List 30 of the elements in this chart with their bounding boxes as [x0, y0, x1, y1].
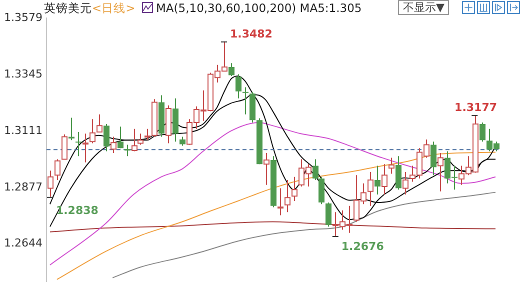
y-tick-label: 1.3111 — [4, 124, 42, 137]
annotation: 1.2676 — [341, 240, 384, 253]
text: MA(5,10,30,60,100,200) MA5:1.305 — [156, 1, 362, 15]
y-tick-label: 1.2644 — [4, 236, 42, 250]
chart-subtitle: <日线> — [92, 1, 136, 15]
candlestick — [312, 158, 318, 180]
candlestick — [374, 165, 380, 195]
candlestick — [396, 156, 402, 190]
candlestick — [76, 131, 82, 157]
text: 不显示▼ — [398, 0, 450, 15]
y-tick-label: 1.3345 — [4, 67, 42, 80]
annotation: 1.3482 — [230, 27, 272, 40]
line-series — [112, 192, 496, 278]
line-series — [49, 122, 496, 266]
candlestick — [318, 176, 324, 205]
candlestick — [236, 74, 242, 99]
candlestick — [124, 144, 130, 157]
y-tick-label: 1.2877 — [4, 180, 42, 194]
y-tick-label: 1.3579 — [4, 10, 42, 24]
line-series — [56, 152, 496, 280]
candlestick — [104, 123, 110, 152]
candlestick — [430, 141, 436, 176]
candlestick — [326, 202, 332, 228]
annotation: 1.3177 — [454, 100, 498, 114]
line-series — [49, 221, 496, 232]
candlestick — [242, 86, 248, 115]
chart-title: 英镑美元 — [44, 1, 92, 15]
candlestick — [118, 126, 124, 149]
candlestick — [228, 62, 234, 76]
candlestick — [480, 122, 486, 142]
